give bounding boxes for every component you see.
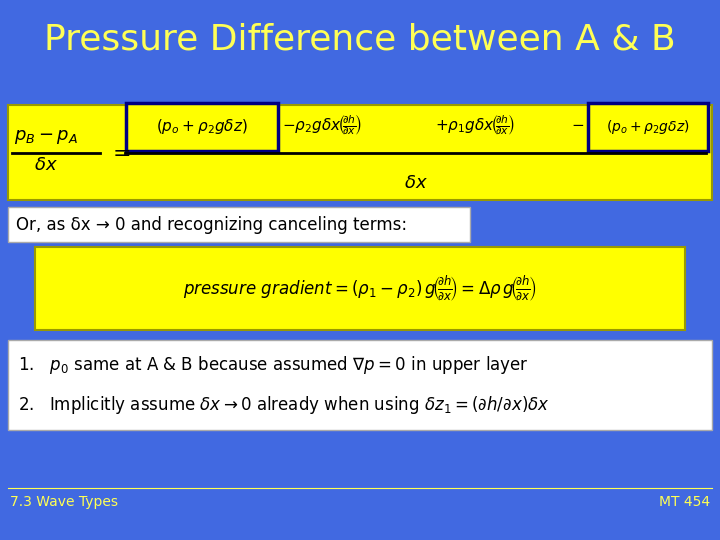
Text: $\delta x$: $\delta x$ xyxy=(34,157,58,174)
Bar xyxy=(8,105,712,200)
Text: MT 454: MT 454 xyxy=(659,495,710,509)
Bar xyxy=(588,103,708,151)
Text: $(p_o + \rho_2 g\delta z)$: $(p_o + \rho_2 g\delta z)$ xyxy=(606,118,690,136)
Text: $p_B - p_A$: $p_B - p_A$ xyxy=(14,129,78,146)
Text: 2.   Implicitly assume $\delta x \rightarrow 0$ already when using $\delta z_1 =: 2. Implicitly assume $\delta x \rightarr… xyxy=(18,394,549,416)
Bar xyxy=(126,103,278,151)
Text: $(p_o + \rho_2 g\delta z)$: $(p_o + \rho_2 g\delta z)$ xyxy=(156,117,248,136)
Text: Pressure Difference between A & B: Pressure Difference between A & B xyxy=(44,23,676,57)
Bar xyxy=(8,340,712,430)
Text: $=$: $=$ xyxy=(108,143,130,163)
Text: $-$: $-$ xyxy=(571,118,584,132)
Text: Or, as δx → 0 and recognizing canceling terms:: Or, as δx → 0 and recognizing canceling … xyxy=(16,215,407,233)
Text: $- \rho_2 g\delta x\!\left(\!\frac{\partial h}{\partial x}\!\right)$: $- \rho_2 g\delta x\!\left(\!\frac{\part… xyxy=(282,112,361,137)
Text: 7.3 Wave Types: 7.3 Wave Types xyxy=(10,495,118,509)
Bar xyxy=(35,247,685,330)
Text: $+ \rho_1 g\delta x\!\left(\!\frac{\partial h}{\partial x}\!\right)$: $+ \rho_1 g\delta x\!\left(\!\frac{\part… xyxy=(435,112,514,137)
Bar xyxy=(8,207,470,242)
Text: $\mathit{pressure\ gradient}$$= (\rho_1 - \rho_2)\,g\!\left(\!\frac{\partial h}{: $\mathit{pressure\ gradient}$$= (\rho_1 … xyxy=(184,274,536,302)
Text: $\delta x$: $\delta x$ xyxy=(404,173,428,192)
Text: 1.   $p_0$ same at A & B because assumed $\nabla p = 0$ in upper layer: 1. $p_0$ same at A & B because assumed $… xyxy=(18,354,528,376)
